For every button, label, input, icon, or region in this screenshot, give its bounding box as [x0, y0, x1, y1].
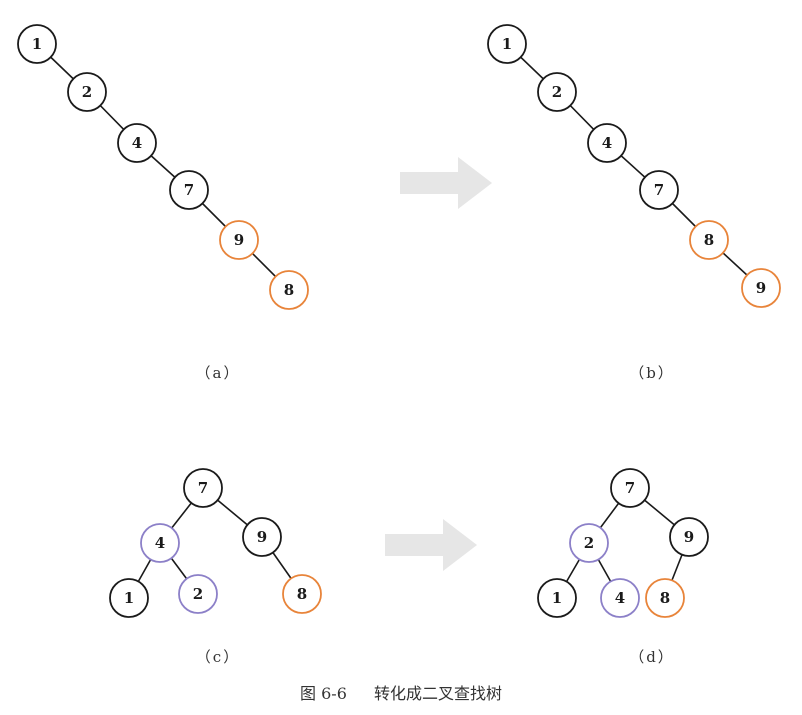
node-d-4: 4 — [600, 578, 640, 618]
panel-labels-layer: （a） （b） （c） （d） — [196, 364, 675, 666]
node-circle — [219, 220, 259, 260]
node-circle — [487, 24, 527, 64]
node-circle — [669, 517, 709, 557]
node-d-7: 7 — [610, 468, 650, 508]
panel-label-a: （a） — [196, 364, 241, 382]
node-label: 2 — [584, 534, 594, 552]
node-circle — [269, 270, 309, 310]
panel-label-c: （c） — [196, 648, 240, 666]
node-c-7: 7 — [183, 468, 223, 508]
node-circle — [282, 574, 322, 614]
node-label: 8 — [284, 281, 294, 299]
node-circle — [645, 578, 685, 618]
node-label: 2 — [82, 83, 92, 101]
arrows-layer — [385, 157, 492, 571]
caption-figure-number: 图 6-6 — [300, 684, 347, 703]
node-b-1: 1 — [487, 24, 527, 64]
node-circle — [587, 123, 627, 163]
node-label: 1 — [552, 589, 562, 607]
node-circle — [178, 574, 218, 614]
node-label: 7 — [198, 479, 208, 497]
node-circle — [183, 468, 223, 508]
node-label: 9 — [756, 279, 766, 297]
node-label: 2 — [193, 585, 203, 603]
panel-label-b: （b） — [629, 364, 675, 382]
node-circle — [569, 523, 609, 563]
node-circle — [537, 578, 577, 618]
node-circle — [639, 170, 679, 210]
transition-arrow-icon — [385, 519, 477, 571]
node-circle — [117, 123, 157, 163]
node-label: 8 — [660, 589, 670, 607]
node-label: 7 — [184, 181, 194, 199]
node-d-8: 8 — [645, 578, 685, 618]
node-d-1: 1 — [537, 578, 577, 618]
node-circle — [67, 72, 107, 112]
node-circle — [109, 578, 149, 618]
node-label: 8 — [297, 585, 307, 603]
node-circle — [741, 268, 781, 308]
node-b-2: 2 — [537, 72, 577, 112]
node-label: 9 — [234, 231, 244, 249]
figure-caption: 图 6-6 转化成二叉查找树 — [300, 684, 502, 703]
node-label: 4 — [615, 589, 625, 607]
node-b-4: 4 — [587, 123, 627, 163]
node-label: 1 — [124, 589, 134, 607]
node-circle — [17, 24, 57, 64]
node-a-7: 7 — [169, 170, 209, 210]
node-label: 4 — [132, 134, 142, 152]
node-label: 7 — [625, 479, 635, 497]
node-c-1: 1 — [109, 578, 149, 618]
node-b-9: 9 — [741, 268, 781, 308]
node-label: 7 — [654, 181, 664, 199]
node-d-2: 2 — [569, 523, 609, 563]
node-circle — [600, 578, 640, 618]
node-label: 9 — [684, 528, 694, 546]
node-label: 2 — [552, 83, 562, 101]
panel-label-d: （d） — [629, 648, 675, 666]
node-a-4: 4 — [117, 123, 157, 163]
transition-arrow-icon — [400, 157, 492, 209]
node-circle — [242, 517, 282, 557]
node-b-8: 8 — [689, 220, 729, 260]
node-c-2: 2 — [178, 574, 218, 614]
node-circle — [610, 468, 650, 508]
node-label: 4 — [602, 134, 612, 152]
node-c-4: 4 — [140, 523, 180, 563]
caption-title: 转化成二叉查找树 — [374, 684, 502, 703]
node-label: 9 — [257, 528, 267, 546]
node-circle — [689, 220, 729, 260]
node-label: 1 — [32, 35, 42, 53]
node-label: 1 — [502, 35, 512, 53]
node-label: 8 — [704, 231, 714, 249]
node-c-9: 9 — [242, 517, 282, 557]
node-circle — [140, 523, 180, 563]
node-a-9: 9 — [219, 220, 259, 260]
node-a-2: 2 — [67, 72, 107, 112]
node-circle — [169, 170, 209, 210]
node-b-7: 7 — [639, 170, 679, 210]
node-d-9: 9 — [669, 517, 709, 557]
node-circle — [537, 72, 577, 112]
node-c-8: 8 — [282, 574, 322, 614]
node-label: 4 — [155, 534, 165, 552]
nodes-layer: 1 2 4 7 9 8 1 2 4 7 8 9 7 4 9 1 2 8 7 2 9 1 4 8 — [17, 24, 781, 618]
node-a-8: 8 — [269, 270, 309, 310]
node-a-1: 1 — [17, 24, 57, 64]
